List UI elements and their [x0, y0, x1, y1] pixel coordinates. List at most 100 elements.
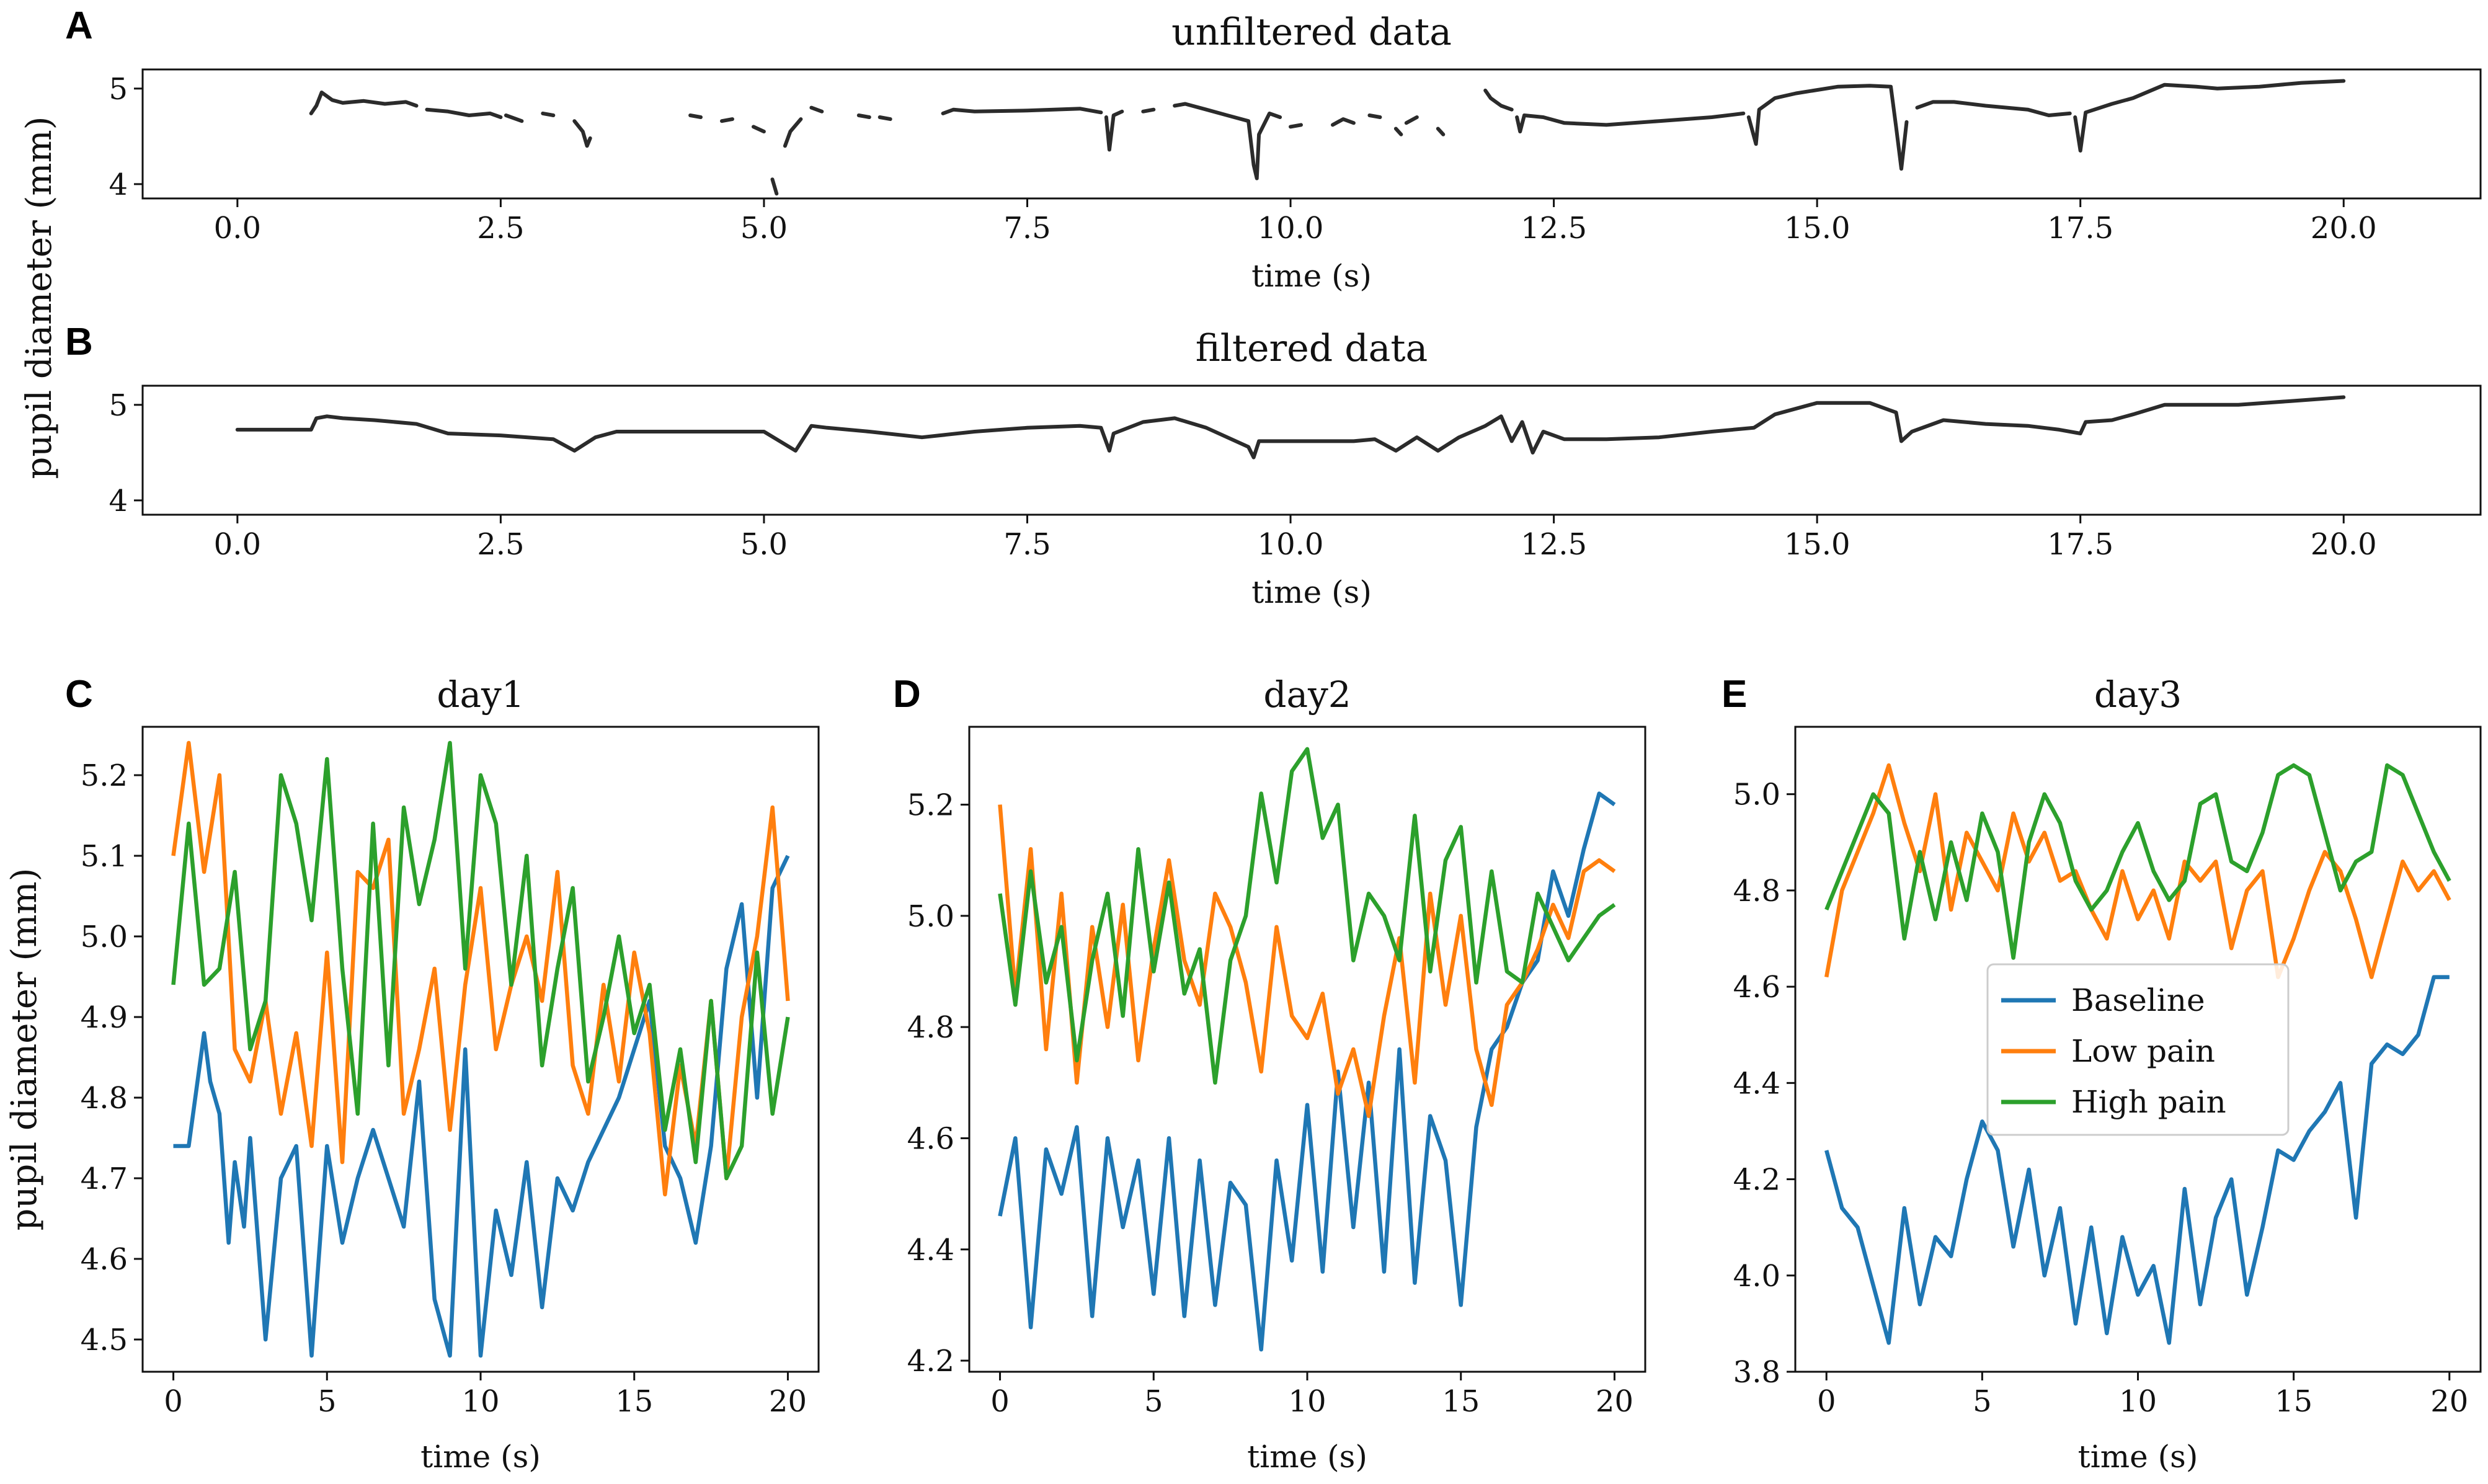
- panel-a-unfiltered: unfiltered data 0.0 2.5 5.0 7.5 10.0 12.5 15.0 1…: [109, 11, 2482, 294]
- series-line-low-pain: [1824, 763, 2451, 979]
- chart-title: filtered data: [1196, 327, 1428, 370]
- top-panels-ylabel: pupil diameter (mm): [19, 117, 60, 479]
- axes-frame: [1794, 726, 2482, 1373]
- x-tick-label: 7.5: [1003, 211, 1051, 246]
- series-line-unfiltered: [1404, 115, 1419, 125]
- x-tick-label: 20.0: [2311, 211, 2377, 246]
- chart-title: unfiltered data: [1171, 11, 1452, 54]
- series-line-filtered: [235, 395, 2346, 460]
- y-tick-label: 5.0: [907, 899, 954, 934]
- y-tick-label: 4.5: [81, 1323, 128, 1357]
- series-line-unfiltered: [752, 125, 766, 134]
- series-line-baseline: [173, 855, 790, 1358]
- x-tick-label: 12.5: [1521, 527, 1587, 562]
- series-line-unfiltered: [1331, 117, 1356, 127]
- panel-label-d: D: [893, 673, 921, 716]
- y-tick-label: 4: [109, 167, 128, 202]
- y-tick-label: 4.4: [907, 1233, 954, 1268]
- y-tick-label: 3.8: [1733, 1355, 1780, 1390]
- x-tick-label: 20.0: [2311, 527, 2377, 562]
- x-tick-label: 0.0: [214, 527, 261, 562]
- x-tick-label: 10: [2119, 1384, 2157, 1419]
- x-tick-label: 2.5: [477, 211, 524, 246]
- y-tick-label: 5.1: [81, 839, 128, 874]
- series-line-unfiltered: [504, 113, 524, 123]
- series-line-low-pain: [171, 740, 790, 1197]
- series-line-unfiltered: [770, 177, 779, 196]
- series-line-unfiltered: [1436, 127, 1446, 136]
- x-tick-label: 5.0: [740, 527, 788, 562]
- plot-area: [235, 395, 2346, 460]
- panel-c-day1: day1 0 5 10 15 20 4.5 4.6 4.7 4.8 4.9 5.0 5.1 5.2 time…: [4, 673, 820, 1475]
- series-line-high-pain: [171, 740, 790, 1181]
- series-line-high-pain: [1824, 763, 2451, 960]
- series-line-unfiltered: [541, 111, 556, 117]
- y-tick-label: 4.7: [81, 1162, 128, 1196]
- y-tick-label: 4.2: [1733, 1163, 1780, 1197]
- series-line-unfiltered: [1173, 102, 1282, 180]
- panel-b-filtered: filtered data 0.0 2.5 5.0 7.5 10.0 12.5 15.0 17.…: [109, 327, 2482, 610]
- panel-label-a: A: [65, 4, 93, 47]
- series-line-unfiltered: [2073, 79, 2346, 153]
- x-axis-label: time (s): [1251, 258, 1372, 294]
- x-tick-label: 15.0: [1784, 211, 1850, 246]
- x-tick-label: 0: [1817, 1384, 1836, 1419]
- panel-label-e: E: [1722, 673, 1747, 716]
- x-tick-label: 0.0: [214, 211, 261, 246]
- y-tick-label: 4.0: [1733, 1259, 1780, 1294]
- series-line-unfiltered: [1515, 111, 1746, 134]
- series-line-unfiltered: [1367, 113, 1382, 119]
- axes-frame: [141, 726, 820, 1373]
- series-line-unfiltered: [783, 117, 803, 148]
- series-line-unfiltered: [1104, 109, 1124, 152]
- x-tick-label: 5: [318, 1384, 337, 1419]
- x-tick-label: 20: [2430, 1384, 2468, 1419]
- series-line-unfiltered: [877, 115, 892, 122]
- x-axis-label: time (s): [2078, 1439, 2198, 1475]
- x-tick-label: 17.5: [2047, 211, 2113, 246]
- x-tick-label: 10.0: [1258, 527, 1324, 562]
- x-tick-label: 7.5: [1003, 527, 1051, 562]
- series-line-unfiltered: [809, 105, 824, 113]
- panel-d-day2: day2 0 5 10 15 20 4.2 4.4 4.6 4.8 5.0 5.2 time (s): [907, 673, 1646, 1475]
- y-tick-label: 5.2: [907, 788, 954, 823]
- x-axis-label: time (s): [1251, 574, 1372, 610]
- y-axis-label: pupil diameter (mm): [4, 868, 45, 1231]
- y-tick-label: 5.2: [81, 758, 128, 793]
- x-tick-label: 15: [615, 1384, 653, 1419]
- x-tick-label: 10: [1288, 1384, 1326, 1419]
- legend-label-high-pain: High pain: [2071, 1084, 2226, 1120]
- panel-label-c: C: [65, 673, 93, 716]
- y-tick-label: 4.6: [907, 1121, 954, 1156]
- legend-box: [1986, 963, 2290, 1136]
- x-tick-label: 17.5: [2047, 527, 2113, 562]
- x-tick-label: 5.0: [740, 211, 788, 246]
- y-tick-label: 5.0: [1733, 778, 1780, 812]
- y-tick-label: 4.9: [81, 1000, 128, 1035]
- x-axis-label: time (s): [1247, 1439, 1367, 1475]
- x-tick-label: 0: [990, 1384, 1010, 1419]
- series-line-baseline: [998, 791, 1616, 1352]
- series-line-unfiltered: [1746, 84, 1909, 171]
- series-line-low-pain: [998, 804, 1616, 1118]
- series-line-unfiltered: [1289, 123, 1303, 129]
- x-axis-label: time (s): [420, 1439, 541, 1475]
- chart-title: day3: [2094, 673, 2182, 716]
- legend-label-low-pain: Low pain: [2071, 1033, 2215, 1069]
- panel-label-b: B: [65, 321, 93, 363]
- series-line-unfiltered: [572, 119, 592, 148]
- x-tick-label: 2.5: [477, 527, 524, 562]
- series-line-unfiltered: [1915, 100, 2072, 117]
- series-line-unfiltered: [425, 107, 503, 119]
- plot-area: [309, 79, 2346, 196]
- y-tick-label: 4: [109, 484, 128, 518]
- chart-title: day1: [437, 673, 524, 716]
- y-tick-label: 4.8: [907, 1010, 954, 1045]
- x-tick-label: 20: [769, 1384, 807, 1419]
- series-line-unfiltered: [856, 113, 871, 119]
- x-tick-label: 12.5: [1521, 211, 1587, 246]
- x-tick-label: 5: [1144, 1384, 1163, 1419]
- x-tick-label: 10.0: [1258, 211, 1324, 246]
- y-tick-label: 4.4: [1733, 1066, 1780, 1101]
